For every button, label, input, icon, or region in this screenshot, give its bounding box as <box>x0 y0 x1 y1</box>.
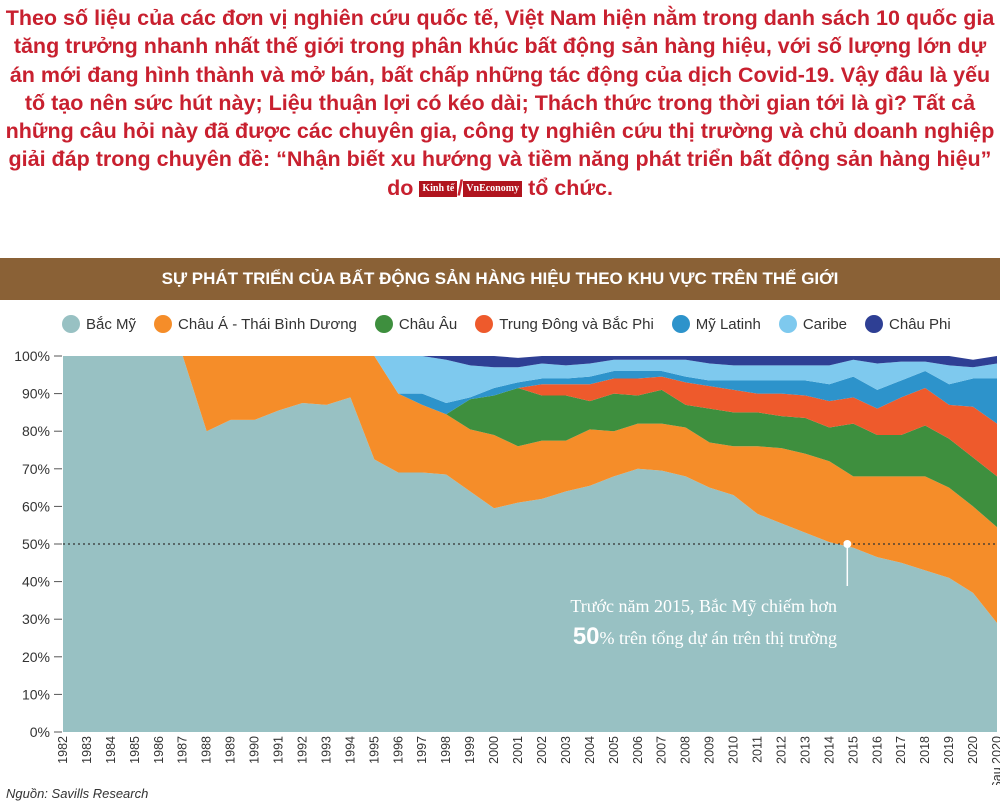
intro-paragraph: Theo số liệu của các đơn vị nghiên cứu q… <box>0 4 1000 202</box>
x-tick-label: 2014 <box>822 736 836 764</box>
x-tick-label: 1985 <box>128 736 142 764</box>
legend-item-5: Caribe <box>778 315 848 333</box>
x-tick-label: 2003 <box>559 736 573 764</box>
stacked-area-chart: 0% 10% 20% 30% 40% 50% 60% 70% 80% 90% 100% Trước n… <box>14 348 1000 785</box>
x-tick-label: 1999 <box>463 736 477 764</box>
area-series-5 <box>63 356 997 403</box>
chart-title: SỰ PHÁT TRIỂN CỦA BẤT ĐỘNG SẢN HÀNG HIỆU… <box>0 258 1000 300</box>
x-tick-label: 1998 <box>439 736 453 764</box>
y-tick-label: 10% <box>22 686 50 702</box>
x-tick-label: 2016 <box>870 736 884 764</box>
x-tick-label: 2002 <box>535 736 549 764</box>
legend-label-3: Trung Đông và Bắc Phi <box>499 315 654 333</box>
area-series-1 <box>63 356 997 623</box>
legend-swatch-6 <box>865 315 884 333</box>
legend-label-2: Châu Âu <box>398 315 458 333</box>
legend-label-0: Bắc Mỹ <box>86 315 137 333</box>
x-tick-label: 1987 <box>176 736 190 764</box>
x-tick-label: 2019 <box>942 736 956 764</box>
chart-legend: Bắc Mỹ Châu Á - Thái Bình Dương Châu Âu Tru… <box>62 315 951 333</box>
x-tick-label: 1991 <box>272 736 286 764</box>
x-tick-label: 2015 <box>846 736 860 764</box>
x-tick-label: 2020 <box>966 736 980 764</box>
logo-separator: / <box>457 175 464 200</box>
legend-swatch-2 <box>374 315 393 333</box>
area-series-3 <box>63 356 997 477</box>
x-tick-label: 2001 <box>511 736 525 764</box>
legend-item-3: Trung Đông và Bắc Phi <box>475 315 654 333</box>
area-series-2 <box>63 356 997 528</box>
area-series-6 <box>63 356 997 368</box>
x-tick-label: 2010 <box>727 736 741 764</box>
legend-swatch-3 <box>475 315 494 333</box>
x-tick-label: 1986 <box>152 736 166 764</box>
x-tick-label: 1990 <box>248 736 262 764</box>
intro-text: Theo số liệu của các đơn vị nghiên cứu q… <box>5 6 995 200</box>
annotation-line-1: Trước năm 2015, Bắc Mỹ chiếm hơn <box>570 596 837 616</box>
annotation-line-2: 50% trên tổng dự án trên thị trường <box>573 623 837 650</box>
x-tick-label: 2017 <box>894 736 908 764</box>
x-tick-label: 2000 <box>487 736 501 764</box>
legend-item-6: Châu Phi <box>865 315 951 333</box>
x-tick-label: Sau 2020 <box>990 736 1000 785</box>
y-tick-label: 40% <box>22 574 50 590</box>
x-tick-label: 1992 <box>295 736 309 764</box>
y-tick-label: 0% <box>30 724 50 740</box>
x-tick-label: 2006 <box>631 736 645 764</box>
legend-label-6: Châu Phi <box>889 315 951 333</box>
x-tick-label: 2009 <box>703 736 717 764</box>
legend-label-1: Châu Á - Thái Bình Dương <box>178 315 357 333</box>
y-tick-label: 70% <box>22 461 50 477</box>
legend-label-4: Mỹ Latinh <box>695 315 761 333</box>
x-tick-label: 2013 <box>798 736 812 764</box>
y-tick-label: 30% <box>22 611 50 627</box>
source-note: Nguồn: Savills Research <box>6 786 149 801</box>
y-tick-label: 90% <box>22 386 50 402</box>
y-tick-label: 60% <box>22 498 50 514</box>
legend-item-1: Châu Á - Thái Bình Dương <box>154 315 357 333</box>
x-tick-label: 1993 <box>319 736 333 764</box>
legend-swatch-1 <box>154 315 173 333</box>
intro-text-end: tổ chức. <box>528 175 613 200</box>
x-tick-label: 1984 <box>104 736 118 764</box>
vneconomy-logo: VnEconomy <box>463 181 523 198</box>
y-tick-label: 50% <box>22 536 50 552</box>
x-tick-label: 2007 <box>655 736 669 764</box>
legend-swatch-4 <box>671 315 690 333</box>
x-tick-label: 2004 <box>583 736 597 764</box>
x-tick-label: 1996 <box>391 736 405 764</box>
x-tick-label: 1989 <box>224 736 238 764</box>
y-tick-label: 20% <box>22 649 50 665</box>
x-tick-label: 1994 <box>343 736 357 764</box>
x-tick-label: 2008 <box>679 736 693 764</box>
annotation-marker <box>843 540 852 548</box>
kinhte-logo: Kinh tế <box>419 181 458 198</box>
area-series-4 <box>63 356 997 424</box>
y-tick-label: 100% <box>14 348 50 364</box>
legend-swatch-5 <box>778 315 797 333</box>
x-tick-label: 1983 <box>80 736 94 764</box>
x-tick-label: 2011 <box>751 736 765 763</box>
x-tick-label: 2005 <box>607 736 621 764</box>
x-tick-label: 2012 <box>774 736 788 764</box>
x-tick-label: 1995 <box>367 736 381 764</box>
x-tick-label: 1988 <box>200 736 214 764</box>
legend-item-0: Bắc Mỹ <box>62 315 136 333</box>
x-tick-label: 1982 <box>56 736 70 764</box>
x-tick-label: 1997 <box>415 736 429 764</box>
y-tick-label: 80% <box>22 423 50 439</box>
x-tick-label: 2018 <box>918 736 932 764</box>
legend-swatch-0 <box>62 315 80 333</box>
legend-item-2: Châu Âu <box>374 315 458 333</box>
legend-item-4: Mỹ Latinh <box>671 315 761 333</box>
legend-label-5: Caribe <box>802 315 848 333</box>
